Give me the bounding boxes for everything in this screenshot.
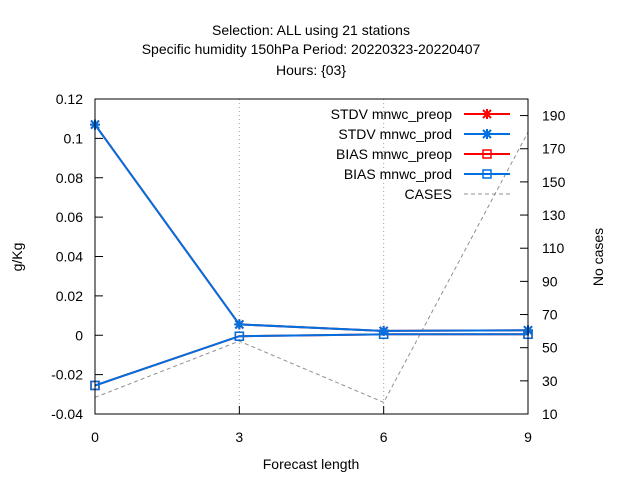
legend-entry-bias-mnwc-prod: BIAS mnwc_prod — [344, 166, 510, 182]
data-point-bias-mnwc-prod — [234, 331, 245, 341]
y2-tick-label: 90 — [542, 273, 558, 289]
legend-label: STDV mnwc_preop — [331, 106, 453, 122]
y2-tick-label: 10 — [542, 406, 558, 422]
series-bias-mnwc-prod — [90, 329, 533, 391]
legend-entry-stdv-mnwc-prod: STDV mnwc_prod — [338, 126, 510, 142]
x-tick-label: 6 — [380, 429, 388, 445]
legend-entry-stdv-mnwc-preop: STDV mnwc_preop — [331, 106, 510, 122]
legend-label: BIAS mnwc_preop — [336, 146, 452, 162]
series-stdv-mnwc-preop — [90, 119, 533, 336]
title-line-3: Hours: {03} — [276, 62, 346, 78]
legend-label: BIAS mnwc_prod — [344, 166, 452, 182]
legend-label: STDV mnwc_prod — [338, 126, 452, 142]
y2-tick-label: 190 — [542, 108, 566, 124]
series-cases — [94, 131, 529, 404]
title-line-2: Specific humidity 150hPa Period: 2022032… — [142, 41, 481, 57]
y-tick-label: 0.08 — [56, 170, 83, 186]
legend-marker — [482, 149, 492, 159]
y-tick-label: 0.1 — [64, 130, 84, 146]
series-bias-mnwc-preop — [90, 329, 533, 391]
y-tick-label: 0.02 — [56, 288, 83, 304]
legend-marker — [482, 129, 492, 139]
series-layer — [90, 119, 533, 404]
y2-tick-label: 70 — [542, 307, 558, 323]
y-tick-label: 0.04 — [56, 249, 83, 265]
y-tick-label: 0.12 — [56, 91, 83, 107]
legend-entry-cases: CASES — [405, 186, 510, 202]
data-point-bias-mnwc-prod — [378, 329, 389, 340]
legend-marker — [482, 169, 492, 179]
series-line-bias-mnwc-preop — [94, 333, 528, 387]
legend: STDV mnwc_preop STDV mnwc_prod BIAS mnwc_p… — [331, 106, 510, 202]
series-line-bias-mnwc-prod — [94, 333, 528, 387]
legend-marker — [482, 109, 492, 119]
legend-entry-bias-mnwc-preop: BIAS mnwc_preop — [336, 146, 510, 162]
y2-tick-label: 170 — [542, 141, 566, 157]
y2-axis-label: No cases — [590, 228, 606, 286]
chart-title: Selection: ALL using 21 stations Specifi… — [142, 22, 481, 78]
x-tick-label: 0 — [91, 429, 99, 445]
y-axis-label: g/Kg — [9, 243, 25, 272]
series-stdv-mnwc-prod — [90, 119, 533, 336]
y2-tick-label: 130 — [542, 207, 566, 223]
ticks: -0.04 -0.02 0 0.02 0.04 0.06 0.08 0.1 0.12 0 3 6 9 10… — [51, 91, 565, 445]
series-line-stdv-mnwc-preop — [94, 124, 529, 332]
y2-tick-label: 150 — [542, 174, 566, 190]
y2-tick-label: 30 — [542, 373, 558, 389]
data-point-stdv-mnwc-prod — [234, 319, 245, 330]
y-tick-label: 0.06 — [56, 209, 83, 225]
y-tick-label: -0.04 — [51, 406, 83, 422]
title-line-1: Selection: ALL using 21 stations — [212, 22, 410, 38]
x-tick-label: 9 — [524, 429, 532, 445]
series-line-stdv-mnwc-prod — [94, 124, 529, 332]
y2-tick-label: 50 — [542, 340, 558, 356]
y-tick-label: 0 — [75, 327, 83, 343]
plot-frame — [94, 98, 529, 415]
x-axis-label: Forecast length — [263, 456, 360, 472]
x-tick-label: 3 — [235, 429, 243, 445]
series-line-cases — [94, 131, 529, 404]
legend-label: CASES — [405, 186, 452, 202]
y2-tick-label: 110 — [542, 240, 565, 256]
y-tick-label: -0.02 — [51, 367, 83, 383]
grid — [238, 99, 385, 414]
